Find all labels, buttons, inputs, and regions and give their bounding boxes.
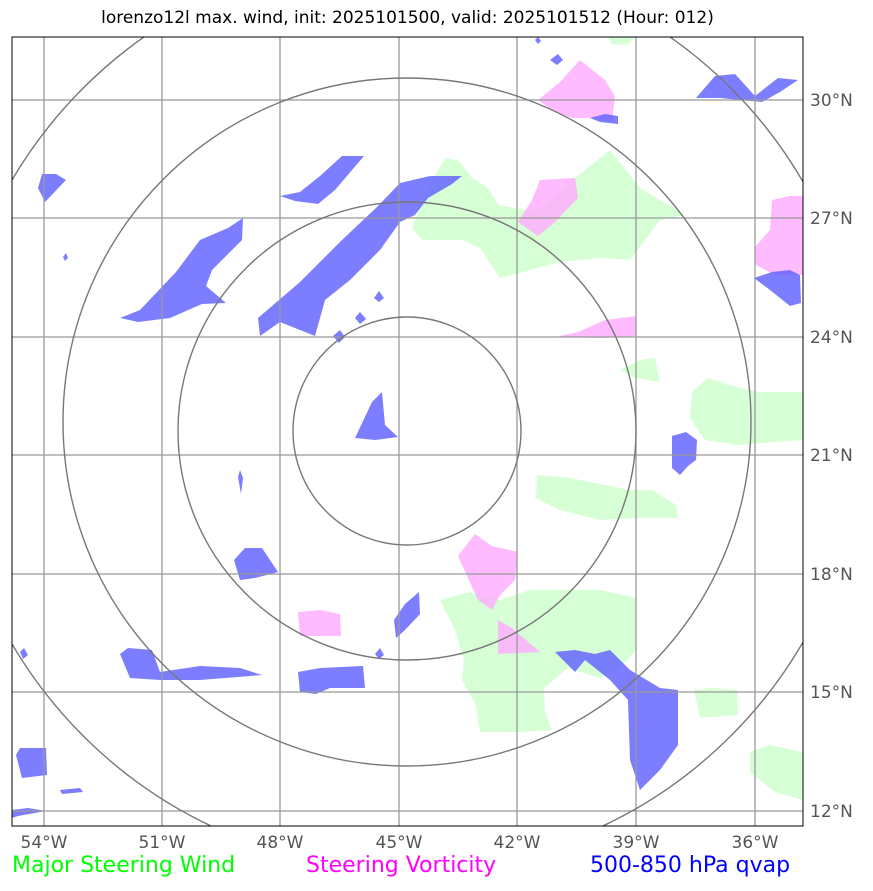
latitude-labels: 30°N 27°N 24°N 21°N 18°N 15°N 12°N <box>810 91 853 822</box>
lon-label-45w: 45°W <box>376 833 423 853</box>
lon-label-51w: 51°W <box>139 833 186 853</box>
lon-label-39w: 39°W <box>613 833 660 853</box>
steering-wind-areas <box>412 37 803 800</box>
lat-label-12n: 12°N <box>810 802 853 822</box>
lat-label-18n: 18°N <box>810 565 853 585</box>
longitude-labels: 54°W 51°W 48°W 45°W 42°W 39°W 36°W <box>21 833 779 853</box>
lat-label-24n: 24°N <box>810 328 853 348</box>
map-frame <box>11 36 804 827</box>
legend-qvap: 500-850 hPa qvap <box>590 853 791 878</box>
lon-label-42w: 42°W <box>494 833 541 853</box>
legend-steering-wind: Major Steering Wind <box>12 853 236 878</box>
range-rings <box>12 37 803 826</box>
lon-label-36w: 36°W <box>732 833 779 853</box>
lon-label-48w: 48°W <box>257 833 304 853</box>
lat-label-21n: 21°N <box>810 446 853 466</box>
lat-label-30n: 30°N <box>810 91 853 111</box>
legend-steering-vorticity: Steering Vorticity <box>306 853 497 878</box>
qvap-areas <box>12 37 801 818</box>
map-title: lorenzo12l max. wind, init: 2025101500, … <box>101 8 714 28</box>
graticule <box>12 37 803 826</box>
lat-label-15n: 15°N <box>810 683 853 703</box>
steering-vorticity-areas <box>298 60 803 654</box>
lat-label-27n: 27°N <box>810 209 853 229</box>
lon-label-54w: 54°W <box>21 833 68 853</box>
